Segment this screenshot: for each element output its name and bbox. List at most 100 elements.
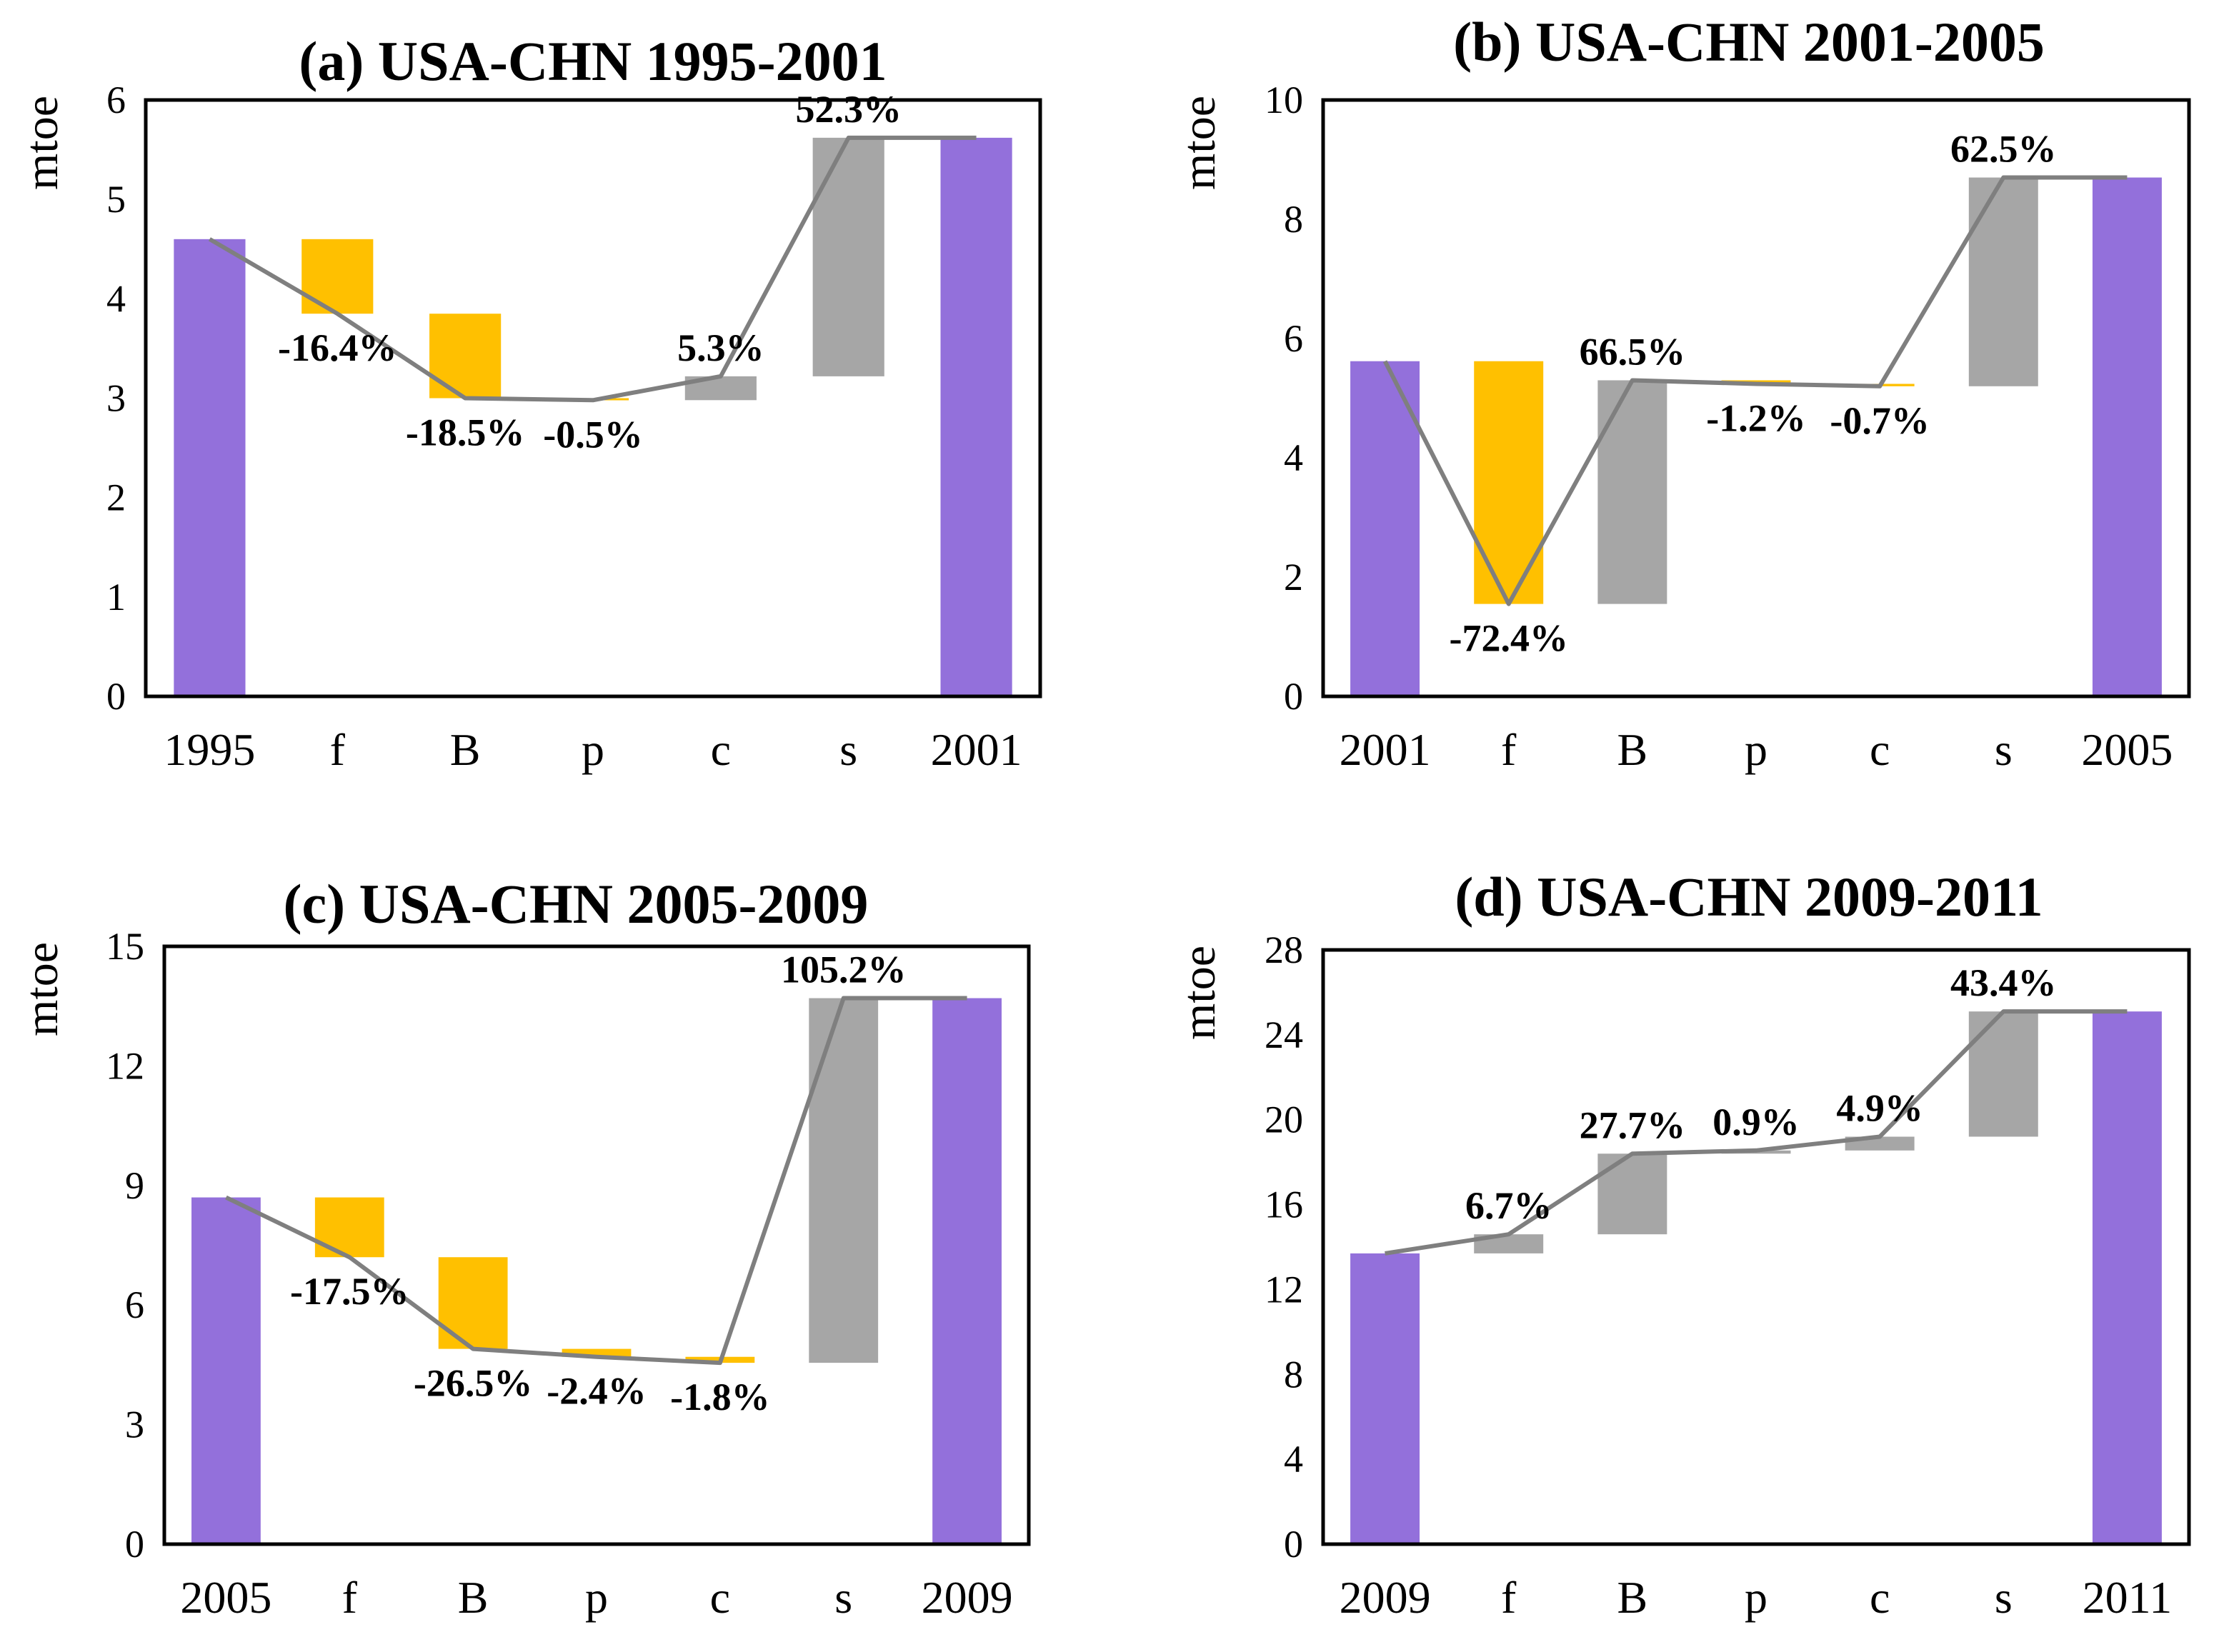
bar-s [809, 998, 879, 1363]
data-label: -18.5% [406, 411, 524, 454]
y-tick-label: 15 [106, 925, 144, 968]
bar-s [1968, 1011, 2038, 1137]
x-tick-label: B [1617, 1572, 1648, 1623]
bar-s [812, 137, 884, 376]
y-tick-label: 24 [1265, 1013, 1303, 1056]
y-tick-label: 4 [106, 277, 126, 320]
bar-p [562, 1348, 632, 1357]
x-tick-label: 2005 [2081, 724, 2173, 775]
data-label: 62.5% [1950, 128, 2057, 171]
y-axis-label: mtoe [16, 942, 68, 1036]
x-tick-label: p [582, 724, 604, 775]
y-tick-label: 20 [1265, 1098, 1303, 1141]
x-tick-label: 2001 [931, 724, 1022, 775]
data-label: -72.4% [1449, 617, 1567, 660]
plot-frame [162, 944, 1031, 1546]
x-tick-label: s [839, 724, 857, 775]
y-tick-label: 5 [106, 178, 126, 221]
bar-b [1597, 380, 1667, 604]
bar-b [429, 314, 502, 399]
y-tick-label: 1 [106, 576, 126, 619]
cumulative-line [208, 135, 977, 403]
data-label: 66.5% [1580, 330, 1686, 373]
cumulative-line [225, 996, 967, 1366]
cumulative-line [1385, 1009, 2128, 1256]
data-label: -0.7% [1830, 399, 1929, 442]
y-tick-label: 3 [125, 1403, 144, 1446]
y-tick-label: 0 [1284, 675, 1303, 718]
x-tick-label: 2005 [180, 1572, 271, 1623]
x-tick-label: c [1870, 724, 1890, 775]
bar-2001 [940, 137, 1012, 697]
data-label: -0.5% [543, 413, 642, 456]
bar-b [438, 1257, 508, 1349]
data-label: -2.4% [547, 1370, 646, 1413]
x-tick-label: c [1870, 1572, 1890, 1623]
bar-f [314, 1197, 384, 1258]
bar-f [301, 239, 374, 314]
y-tick-label: 9 [125, 1164, 144, 1207]
data-label: -1.2% [1706, 396, 1805, 439]
x-tick-label: c [711, 724, 731, 775]
chart-title: (a) USA-CHN 1995-2001 [299, 30, 887, 92]
panel-a: (a) USA-CHN 1995-2001 mtoe 0 1 2 3 4 5 6 -16.4%-1… [16, 30, 1042, 775]
x-tick-label: B [458, 1572, 489, 1623]
x-tick-label: 2009 [1340, 1572, 1431, 1623]
bar-b [1597, 1153, 1667, 1235]
data-label: 6.7% [1465, 1184, 1552, 1227]
chart-title: (d) USA-CHN 2009-2011 [1455, 866, 2043, 928]
y-tick-label: 3 [106, 377, 126, 420]
x-tick-label: c [710, 1572, 730, 1623]
bar-f [1474, 361, 1544, 604]
data-label: 27.7% [1580, 1103, 1686, 1146]
y-tick-label: 2 [1284, 556, 1303, 599]
x-tick-label: s [834, 1572, 852, 1623]
data-label: 43.4% [1950, 961, 2057, 1004]
bar-2009 [932, 998, 1002, 1544]
data-label: -26.5% [414, 1362, 532, 1405]
data-label: -1.8% [670, 1376, 769, 1418]
x-tick-label: p [585, 1572, 608, 1623]
cumulative-line [1382, 175, 2128, 606]
y-tick-label: 12 [1265, 1268, 1303, 1311]
y-tick-label: 0 [125, 1523, 144, 1566]
chart-title: (c) USA-CHN 2005-2009 [284, 873, 869, 935]
x-tick-label: 2011 [2083, 1572, 2173, 1623]
bar-2009 [1350, 1253, 1420, 1544]
panel-b: (b) USA-CHN 2001-2005 mtoe 0 2 4 6 8 10 -72.4% 66… [1173, 11, 2191, 775]
bar-2005 [2092, 177, 2162, 697]
y-axis-label: mtoe [16, 96, 68, 190]
x-tick-label: f [342, 1572, 358, 1623]
y-tick-label: 12 [106, 1044, 144, 1087]
x-tick-label: 2001 [1340, 724, 1431, 775]
y-tick-label: 4 [1284, 436, 1303, 479]
y-tick-label: 8 [1284, 1353, 1303, 1396]
bar-s [1968, 177, 2038, 386]
plot-frame [144, 98, 1042, 699]
y-tick-label: 0 [106, 675, 126, 718]
x-tick-label: f [330, 724, 346, 775]
data-label: 4.9% [1836, 1086, 1923, 1129]
x-tick-label: f [1501, 1572, 1517, 1623]
y-tick-label: 8 [1284, 198, 1303, 241]
chart-title: (b) USA-CHN 2001-2005 [1453, 11, 2045, 73]
x-tick-label: B [450, 724, 481, 775]
bar-2005 [191, 1197, 261, 1544]
panel-c: (c) USA-CHN 2005-2009 mtoe 0 3 6 9 12 15 -17.5% -… [16, 873, 1031, 1623]
y-tick-label: 10 [1265, 79, 1303, 121]
data-label: 5.3% [677, 326, 764, 369]
x-tick-label: p [1745, 1572, 1767, 1623]
x-tick-label: s [1995, 724, 2013, 775]
x-tick-label: f [1501, 724, 1517, 775]
y-axis-label: mtoe [1173, 96, 1225, 190]
x-tick-label: s [1995, 1572, 2013, 1623]
y-tick-label: 28 [1265, 928, 1303, 971]
data-label: 0.9% [1712, 1101, 1800, 1143]
y-tick-label: 2 [106, 476, 126, 519]
data-label: -17.5% [290, 1270, 409, 1313]
y-tick-label: 16 [1265, 1183, 1303, 1226]
y-tick-label: 6 [1284, 317, 1303, 360]
bar-2011 [2092, 1011, 2162, 1544]
x-tick-label: 1995 [164, 724, 255, 775]
